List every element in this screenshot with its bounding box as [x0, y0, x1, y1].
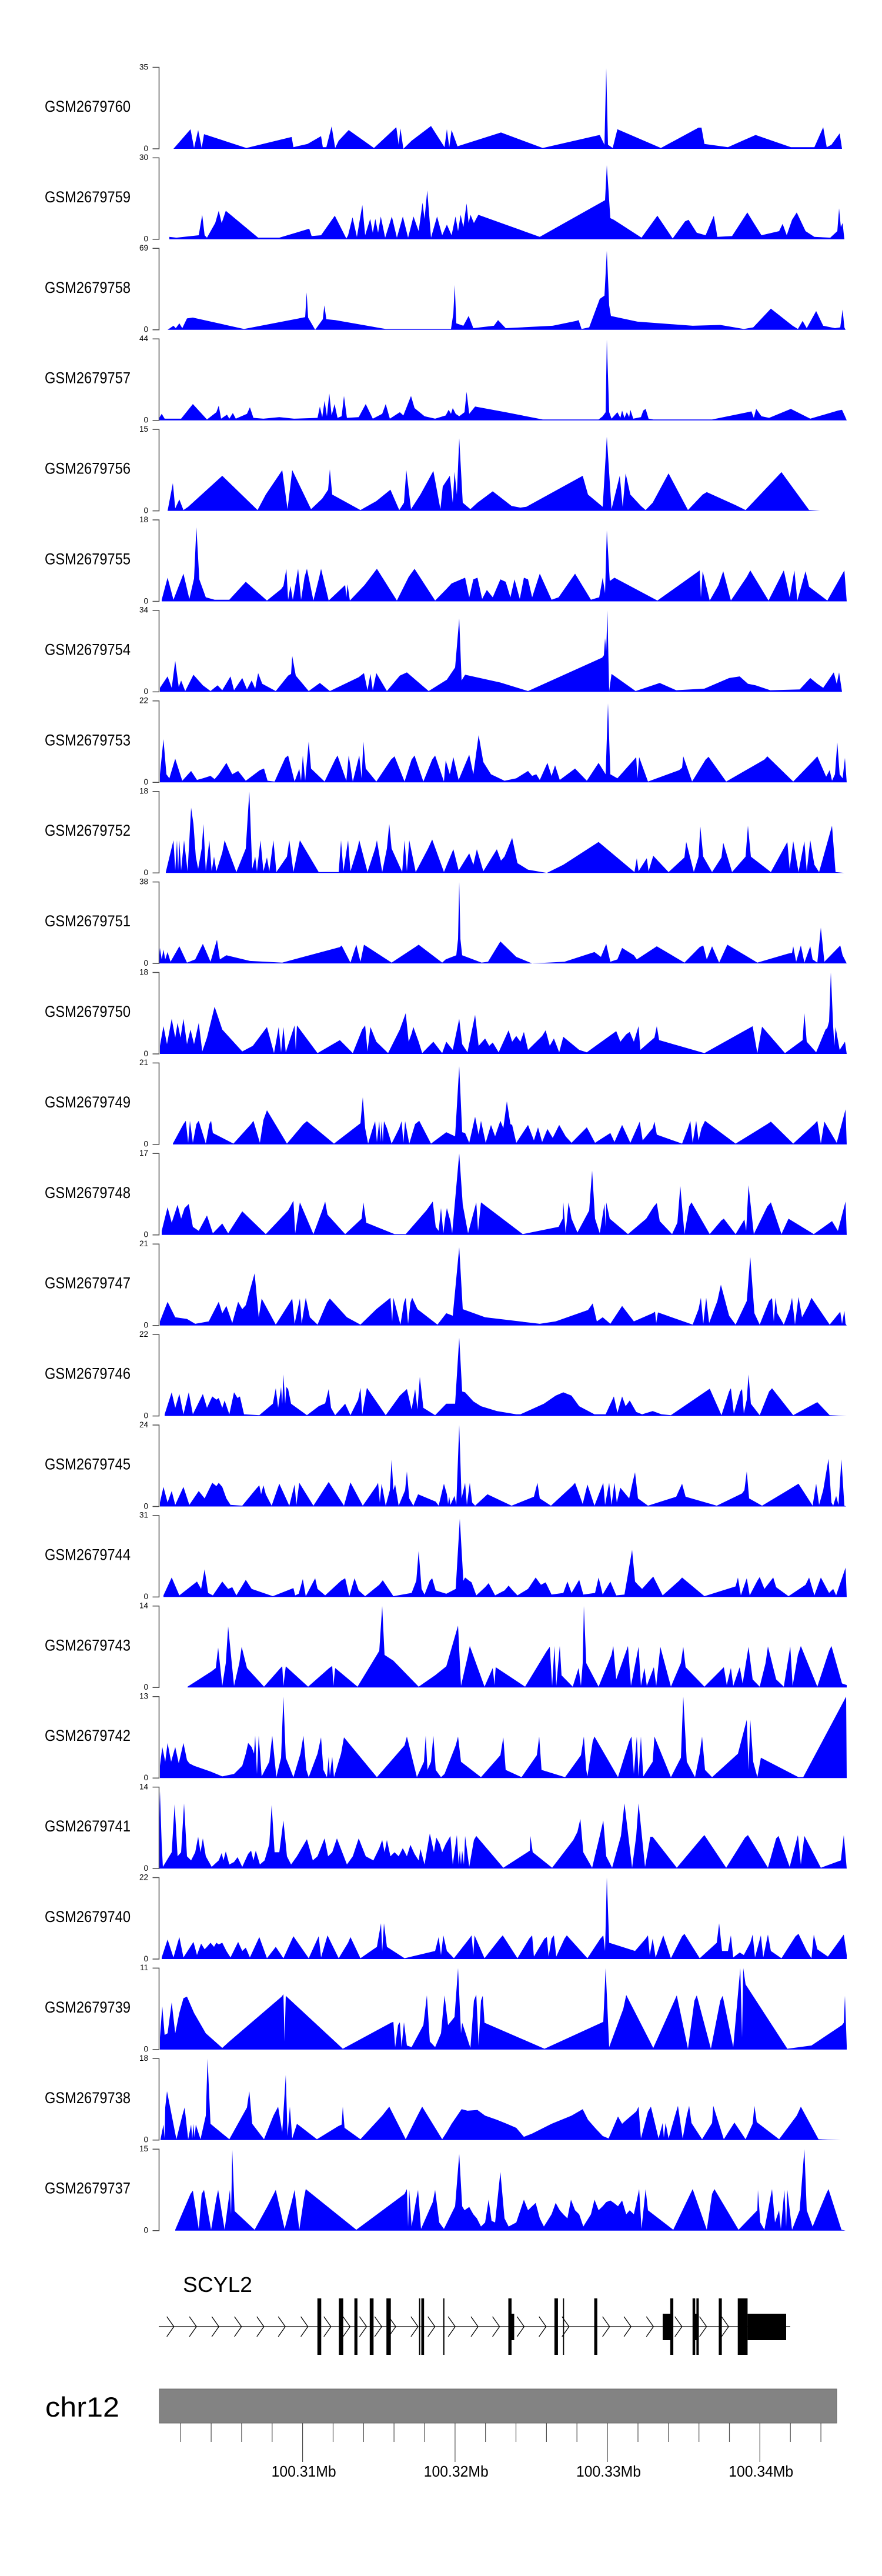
svg-text:GSM2679745: GSM2679745 — [45, 1456, 131, 1473]
svg-text:18: 18 — [139, 515, 148, 524]
svg-text:GSM2679755: GSM2679755 — [45, 550, 131, 568]
svg-text:35: 35 — [139, 62, 148, 71]
svg-text:0: 0 — [143, 959, 148, 967]
svg-text:0: 0 — [143, 778, 148, 786]
svg-text:100.31Mb: 100.31Mb — [272, 2462, 336, 2480]
svg-text:17: 17 — [139, 1149, 148, 1157]
svg-text:GSM2679742: GSM2679742 — [45, 1727, 131, 1744]
svg-text:13: 13 — [139, 1692, 148, 1701]
svg-text:0: 0 — [143, 1592, 148, 1601]
svg-text:GSM2679744: GSM2679744 — [45, 1546, 131, 1563]
svg-text:21: 21 — [139, 1058, 148, 1067]
svg-text:18: 18 — [139, 967, 148, 976]
svg-text:GSM2679743: GSM2679743 — [45, 1636, 131, 1654]
svg-text:0: 0 — [143, 2135, 148, 2144]
svg-text:0: 0 — [143, 687, 148, 696]
svg-text:14: 14 — [139, 1601, 149, 1610]
svg-text:GSM2679752: GSM2679752 — [45, 822, 131, 839]
svg-text:0: 0 — [143, 1140, 148, 1149]
svg-text:0: 0 — [143, 1321, 148, 1330]
svg-text:GSM2679750: GSM2679750 — [45, 1003, 131, 1020]
svg-text:31: 31 — [139, 1511, 148, 1520]
svg-text:SCYL2: SCYL2 — [183, 2273, 252, 2297]
svg-text:0: 0 — [143, 1411, 148, 1420]
svg-text:GSM2679740: GSM2679740 — [45, 1908, 131, 1926]
svg-text:GSM2679738: GSM2679738 — [45, 2089, 131, 2107]
svg-text:24: 24 — [139, 1420, 149, 1429]
svg-text:GSM2679758: GSM2679758 — [45, 279, 131, 296]
svg-text:GSM2679747: GSM2679747 — [45, 1274, 131, 1292]
svg-text:69: 69 — [139, 243, 148, 252]
svg-text:GSM2679746: GSM2679746 — [45, 1365, 131, 1383]
svg-text:GSM2679753: GSM2679753 — [45, 731, 131, 749]
svg-text:44: 44 — [139, 334, 149, 343]
svg-text:0: 0 — [143, 235, 148, 243]
svg-text:15: 15 — [139, 425, 148, 433]
svg-text:21: 21 — [139, 1239, 148, 1248]
svg-text:100.34Mb: 100.34Mb — [729, 2462, 793, 2480]
svg-text:0: 0 — [143, 1501, 148, 1510]
svg-text:GSM2679751: GSM2679751 — [45, 912, 131, 930]
svg-text:GSM2679757: GSM2679757 — [45, 369, 131, 387]
svg-text:GSM2679754: GSM2679754 — [45, 640, 131, 658]
svg-text:38: 38 — [139, 877, 148, 886]
svg-text:0: 0 — [143, 2045, 148, 2054]
svg-text:0: 0 — [143, 1230, 148, 1239]
svg-text:0: 0 — [143, 506, 148, 515]
svg-text:GSM2679749: GSM2679749 — [45, 1093, 131, 1111]
svg-text:0: 0 — [143, 596, 148, 605]
svg-text:22: 22 — [139, 1330, 148, 1339]
svg-text:15: 15 — [139, 2144, 148, 2153]
svg-text:0: 0 — [143, 144, 148, 153]
svg-text:14: 14 — [139, 1782, 149, 1791]
svg-text:0: 0 — [143, 416, 148, 425]
svg-text:22: 22 — [139, 1873, 148, 1881]
svg-text:30: 30 — [139, 153, 148, 162]
svg-text:GSM2679741: GSM2679741 — [45, 1817, 131, 1835]
svg-text:chr12: chr12 — [45, 2391, 119, 2422]
svg-text:100.32Mb: 100.32Mb — [424, 2462, 489, 2480]
svg-text:100.33Mb: 100.33Mb — [576, 2462, 641, 2480]
svg-text:34: 34 — [139, 606, 149, 615]
svg-text:GSM2679748: GSM2679748 — [45, 1184, 131, 1202]
svg-text:0: 0 — [143, 1683, 148, 1691]
svg-text:22: 22 — [139, 696, 148, 705]
svg-text:GSM2679737: GSM2679737 — [45, 2180, 131, 2197]
svg-text:18: 18 — [139, 787, 148, 796]
svg-text:GSM2679756: GSM2679756 — [45, 460, 131, 478]
svg-text:GSM2679760: GSM2679760 — [45, 98, 131, 115]
svg-text:0: 0 — [143, 1049, 148, 1058]
svg-text:GSM2679739: GSM2679739 — [45, 1998, 131, 2016]
svg-text:11: 11 — [140, 1963, 148, 1972]
svg-text:0: 0 — [143, 868, 148, 877]
svg-text:18: 18 — [139, 2054, 148, 2063]
svg-text:GSM2679759: GSM2679759 — [45, 188, 131, 206]
svg-text:0: 0 — [143, 1954, 148, 1963]
svg-text:0: 0 — [143, 2226, 148, 2235]
svg-text:0: 0 — [143, 1864, 148, 1873]
svg-text:0: 0 — [143, 1773, 148, 1782]
svg-text:0: 0 — [143, 325, 148, 334]
